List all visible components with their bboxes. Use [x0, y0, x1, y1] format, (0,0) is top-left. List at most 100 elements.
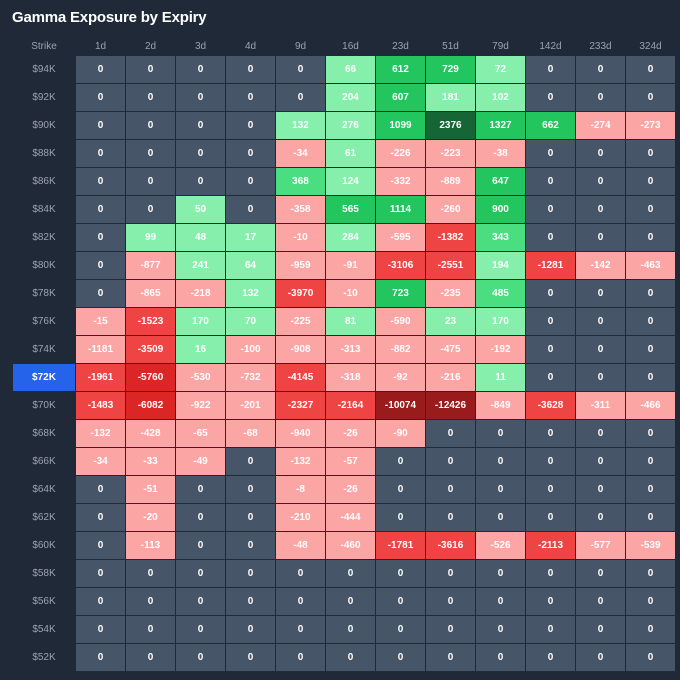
heatmap-cell: 194	[476, 252, 525, 279]
heatmap-cell: -12426	[426, 392, 475, 419]
heatmap-cell: 0	[176, 168, 225, 195]
heatmap-cell: 0	[426, 616, 475, 643]
heatmap-cell: -3106	[376, 252, 425, 279]
heatmap-cell: 0	[576, 196, 625, 223]
strike-label: $76K	[32, 316, 56, 327]
heatmap-cell: 170	[476, 308, 525, 335]
heatmap-cell: 0	[476, 476, 525, 503]
heatmap-cell: 0	[326, 560, 375, 587]
heatmap-cell: 0	[576, 588, 625, 615]
heatmap-cell: -460	[326, 532, 375, 559]
heatmap-cell: 0	[626, 644, 675, 671]
expiry-header-324d: 324d	[639, 40, 662, 52]
heatmap-cell: 0	[426, 644, 475, 671]
heatmap-cell: -311	[576, 392, 625, 419]
heatmap-cell: -218	[176, 280, 225, 307]
heatmap-cell: 0	[276, 616, 325, 643]
heatmap-cell: 11	[476, 364, 525, 391]
heatmap-cell: 0	[226, 56, 275, 83]
expiry-header-79d: 79d	[492, 40, 509, 52]
heatmap-cell: -313	[326, 336, 375, 363]
heatmap-cell: -318	[326, 364, 375, 391]
heatmap-cell: 0	[626, 476, 675, 503]
strike-row: $90K 0 0 0 0 132 276 1099 2376 1327 662 -274 -273	[13, 112, 675, 139]
heatmap-cell: 0	[526, 476, 575, 503]
heatmap-cell: -889	[426, 168, 475, 195]
heatmap-cell: 0	[126, 644, 175, 671]
heatmap-cell: 0	[226, 560, 275, 587]
heatmap-cell: 0	[626, 336, 675, 363]
strike-row: $84K 0 0 50 0 -358 565 1114 -260 900 0 0 0	[13, 196, 675, 223]
heatmap-cell: 0	[226, 476, 275, 503]
heatmap-cell: 0	[226, 140, 275, 167]
heatmap-cell: -463	[626, 252, 675, 279]
strike-label: $70K	[32, 400, 56, 411]
heatmap-cell: -539	[626, 532, 675, 559]
strike-row: $56K 0 0 0 0 0 0 0 0 0 0 0 0	[13, 588, 675, 615]
heatmap-cell: 0	[526, 140, 575, 167]
heatmap-cell: -15	[76, 308, 125, 335]
heatmap-cell: 48	[176, 224, 225, 251]
heatmap-cell: 0	[626, 140, 675, 167]
strike-label: $58K	[32, 568, 56, 579]
strike-label: $94K	[32, 64, 56, 75]
heatmap-cell: 124	[326, 168, 375, 195]
heatmap-cell: 0	[126, 140, 175, 167]
heatmap-cell: 0	[526, 196, 575, 223]
heatmap-cell: 102	[476, 84, 525, 111]
heatmap-cell: -38	[476, 140, 525, 167]
heatmap-cell: -1781	[376, 532, 425, 559]
heatmap-cell: 0	[126, 168, 175, 195]
heatmap-cell: 0	[76, 476, 125, 503]
heatmap-cell: 0	[176, 56, 225, 83]
heatmap-cell: -34	[76, 448, 125, 475]
heatmap-cell: 607	[376, 84, 425, 111]
heatmap-cell: 0	[476, 420, 525, 447]
heatmap-cell: 0	[226, 196, 275, 223]
heatmap-cell: 0	[576, 560, 625, 587]
heatmap-cell: -2551	[426, 252, 475, 279]
heatmap-cell: -90	[376, 420, 425, 447]
heatmap-cell: 72	[476, 56, 525, 83]
heatmap-cell: 0	[126, 560, 175, 587]
heatmap-cell: -33	[126, 448, 175, 475]
heatmap-cell: 0	[626, 448, 675, 475]
heatmap-cell: 0	[126, 588, 175, 615]
heatmap-cell: 0	[76, 504, 125, 531]
heatmap-cell: -216	[426, 364, 475, 391]
heatmap-cell: -192	[476, 336, 525, 363]
heatmap-cell: 0	[526, 308, 575, 335]
strike-row: $58K 0 0 0 0 0 0 0 0 0 0 0 0	[13, 560, 675, 587]
heatmap-cell: 0	[176, 504, 225, 531]
heatmap-cell: 0	[576, 476, 625, 503]
heatmap-cell: 647	[476, 168, 525, 195]
heatmap-cell: -4145	[276, 364, 325, 391]
heatmap-cell: 0	[76, 588, 125, 615]
heatmap-cell: 343	[476, 224, 525, 251]
heatmap-cell: -358	[276, 196, 325, 223]
heatmap-cell: -210	[276, 504, 325, 531]
heatmap-cell: 0	[226, 616, 275, 643]
heatmap-cell: 0	[576, 224, 625, 251]
heatmap-cell: -226	[376, 140, 425, 167]
heatmap-cell: 0	[76, 532, 125, 559]
heatmap-cell: 0	[576, 364, 625, 391]
strike-label: $62K	[32, 512, 56, 523]
heatmap-cell: 0	[226, 588, 275, 615]
strike-label: $80K	[32, 260, 56, 271]
heatmap-cell: 0	[526, 448, 575, 475]
heatmap-cell: -475	[426, 336, 475, 363]
heatmap-cell: -68	[226, 420, 275, 447]
heatmap-cell: 0	[626, 224, 675, 251]
heatmap-cell: 0	[576, 644, 625, 671]
chart-title: Gamma Exposure by Expiry	[12, 9, 207, 26]
strike-row: $78K 0 -865 -218 132 -3970 -10 723 -235 485 0 0 0	[13, 280, 675, 307]
heatmap-cell: 0	[126, 84, 175, 111]
heatmap-cell: 729	[426, 56, 475, 83]
heatmap-body: $94K 0 0 0 0 0 66 612 729 72 0 0 0 $92K 0 0 0 0 0 204 607 181…	[13, 56, 675, 671]
heatmap-cell: -5760	[126, 364, 175, 391]
heatmap-cell: -20	[126, 504, 175, 531]
heatmap-cell: -882	[376, 336, 425, 363]
heatmap-cell: 0	[526, 280, 575, 307]
heatmap-cell: 0	[476, 560, 525, 587]
